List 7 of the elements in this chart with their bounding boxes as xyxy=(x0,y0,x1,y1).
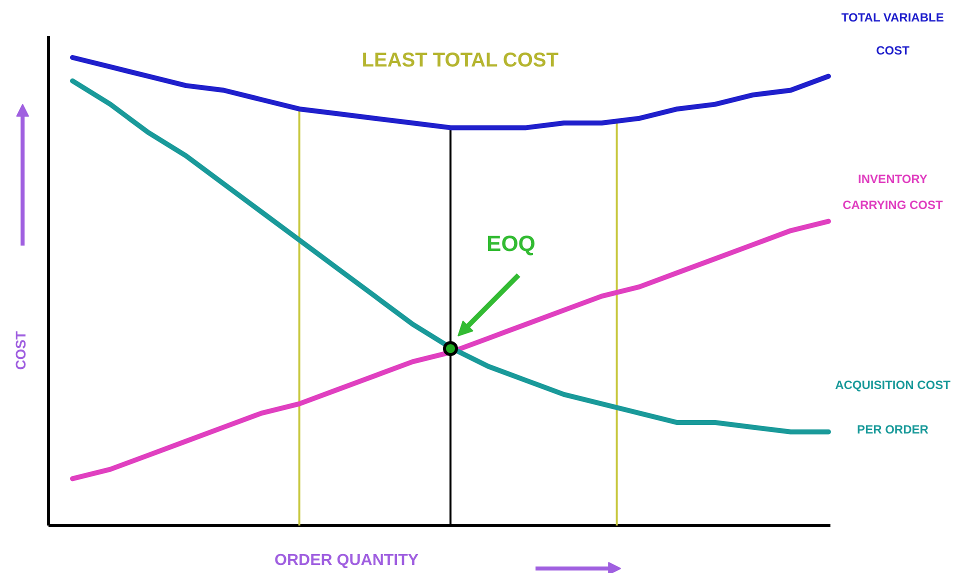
annotation: EOQ xyxy=(486,230,536,256)
y-axis-title: COST xyxy=(12,330,28,370)
annotation: LEAST TOTAL COST xyxy=(362,49,558,72)
x-axis-title: ORDER QUANTITY xyxy=(274,552,419,569)
text: TOTAL VARIABLE COST xyxy=(841,10,944,58)
series-label: INVENTORY CARRYING COST xyxy=(842,172,944,212)
text: ACQUISITION COST PER ORDER xyxy=(835,378,950,437)
